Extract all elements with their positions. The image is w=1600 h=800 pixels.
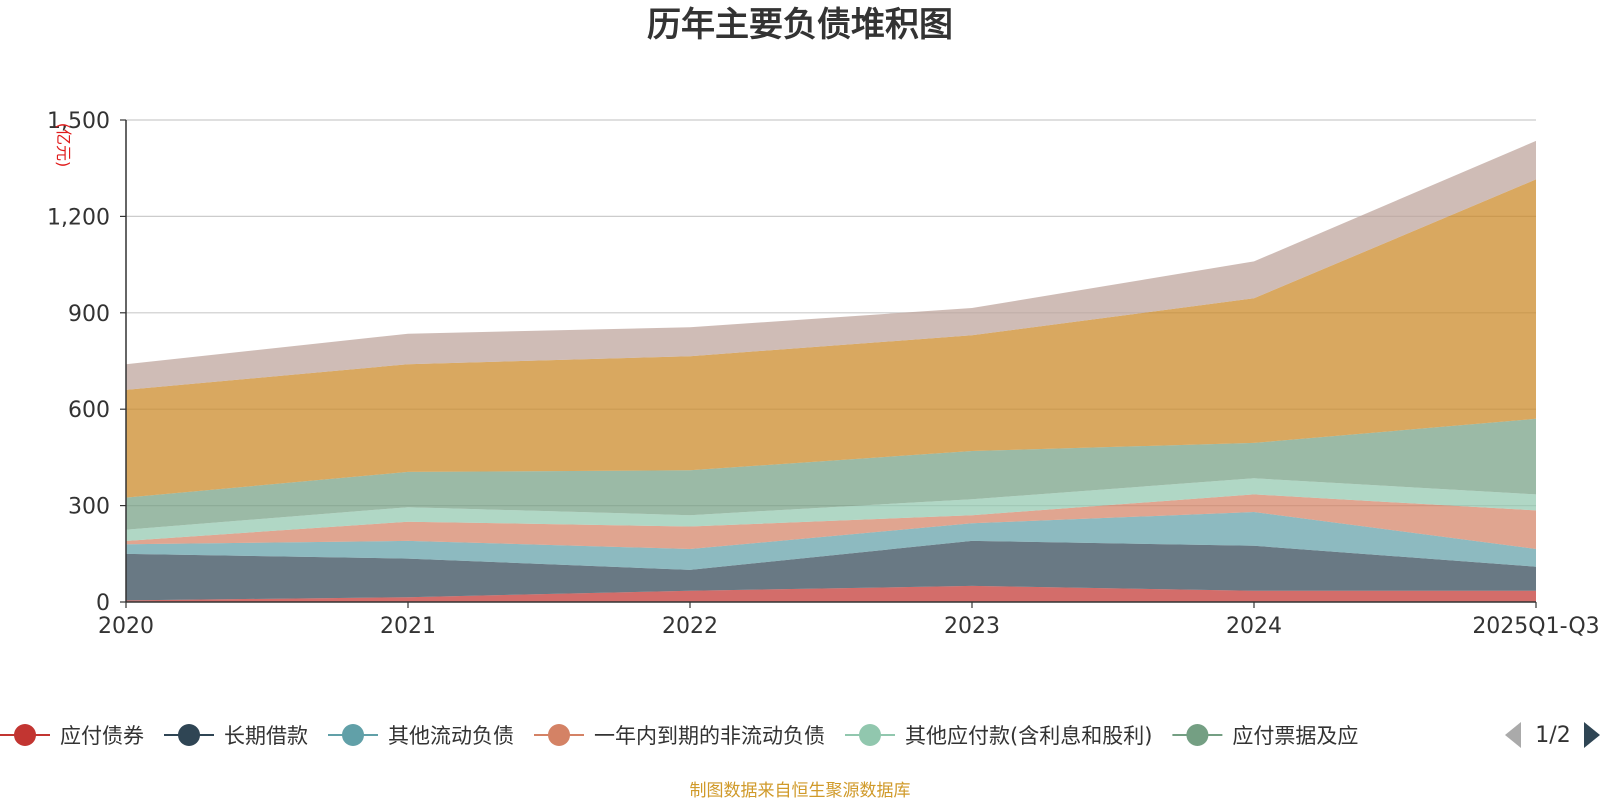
x-tick-label: 2024 [1226,614,1282,639]
legend-label: 一年内到期的非流动负债 [594,724,825,748]
area-series-6 [126,179,1536,498]
y-tick-label: 300 [68,495,110,520]
area-series-0 [126,585,1536,602]
area-series-4 [126,478,1536,541]
legend-item[interactable]: 其他流动负债 [328,724,514,748]
triangle-right-icon[interactable] [1584,722,1600,748]
x-tick-label: 2020 [98,614,154,639]
legend-marker [14,724,36,746]
legend[interactable]: 应付债券 长期借款 其他流动负债 一年内到期的非流动负债 其他应付款(含利息和股利) 应付… [0,724,1358,748]
x-tick-label: 2022 [662,614,718,639]
x-tick-label: 2021 [380,614,436,639]
y-tick-label: 900 [68,302,110,327]
x-ticks: 2020 2021 2022 2023 2024 2025Q1-Q3 [98,602,1600,639]
source-note: 制图数据来自恒生聚源数据库 [690,781,911,800]
legend-label: 应付债券 [60,724,144,748]
legend-marker [342,724,364,746]
area-series-1 [126,540,1536,601]
area-series-5 [126,418,1536,530]
legend-label: 应付票据及应 [1232,724,1358,748]
axes [125,120,1536,603]
triangle-left-icon[interactable] [1505,722,1521,748]
y-tick-label: 1,500 [47,109,110,134]
legend-item[interactable]: 长期借款 [164,724,308,748]
area-series-7 [126,140,1536,390]
y-tick-label: 1,200 [47,205,110,230]
legend-label: 长期借款 [224,724,308,748]
legend-pager: 1/2 [1505,722,1600,748]
legend-item[interactable]: 应付债券 [0,724,144,748]
legend-item[interactable]: 其他应付款(含利息和股利) [845,724,1152,748]
y-tick-label: 0 [96,591,110,616]
y-ticks: 0 300 600 900 1,200 1,500 [47,109,110,616]
y-tick-label: 600 [68,398,110,423]
legend-page-indicator: 1/2 [1535,723,1570,748]
area-series-2 [126,512,1536,570]
legend-label: 其他流动负债 [388,724,514,748]
y-axis-unit: (亿元) [54,123,73,168]
legend-label: 其他应付款(含利息和股利) [905,724,1152,748]
x-tick-label: 2025Q1-Q3 [1472,614,1599,639]
area-series-3 [126,494,1536,549]
legend-marker [548,724,570,746]
legend-marker [1186,724,1209,746]
legend-marker [859,724,881,746]
chart-title: 历年主要负债堆积图 [647,5,953,45]
x-tick-label: 2023 [944,614,1000,639]
legend-item[interactable]: 应付票据及应 [1172,724,1358,748]
legend-marker [178,724,200,746]
legend-item[interactable]: 一年内到期的非流动负债 [534,724,825,748]
area-layer [126,140,1536,602]
